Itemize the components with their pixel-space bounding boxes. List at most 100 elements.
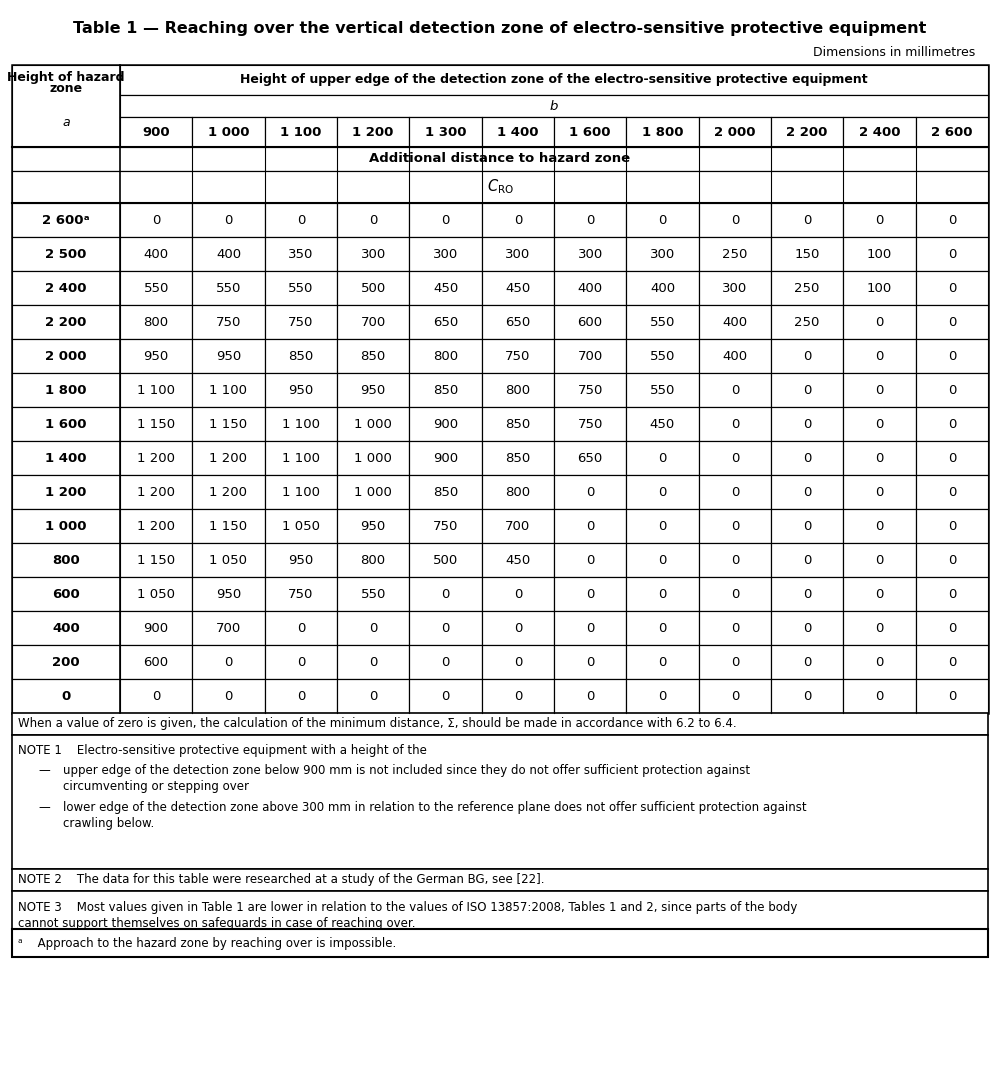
Text: 450: 450 <box>433 282 458 295</box>
Bar <box>12 305 120 339</box>
Text: 0: 0 <box>948 486 956 499</box>
Text: 0: 0 <box>369 656 377 669</box>
Text: 0: 0 <box>948 656 956 669</box>
Text: 0: 0 <box>731 451 739 464</box>
Text: 1 000: 1 000 <box>45 519 87 532</box>
Text: 0: 0 <box>297 656 305 669</box>
Bar <box>120 339 192 373</box>
Text: 0: 0 <box>514 656 522 669</box>
Text: 1 050: 1 050 <box>137 588 175 600</box>
Text: 250: 250 <box>722 247 748 260</box>
Bar <box>409 611 482 645</box>
Text: 400: 400 <box>722 350 747 363</box>
Text: 0: 0 <box>514 621 522 634</box>
Text: 0: 0 <box>224 689 233 702</box>
Bar <box>337 577 409 611</box>
Bar <box>192 271 265 305</box>
Bar <box>192 407 265 441</box>
Text: 1 100: 1 100 <box>280 125 322 138</box>
Text: 550: 550 <box>650 383 675 396</box>
Text: 100: 100 <box>867 247 892 260</box>
Text: 600: 600 <box>578 315 603 328</box>
Bar <box>699 509 771 543</box>
Bar <box>699 543 771 577</box>
Text: 0: 0 <box>586 621 594 634</box>
Bar <box>192 475 265 509</box>
Bar <box>843 611 916 645</box>
Text: 500: 500 <box>433 553 458 567</box>
Bar <box>337 203 409 237</box>
Bar <box>409 645 482 679</box>
Text: 2 400: 2 400 <box>45 282 87 295</box>
Text: 350: 350 <box>288 247 314 260</box>
Bar <box>265 407 337 441</box>
Bar <box>843 373 916 407</box>
Text: 1 000: 1 000 <box>354 486 392 499</box>
Bar <box>626 117 699 147</box>
Bar <box>626 237 699 271</box>
Text: 750: 750 <box>433 519 458 532</box>
Text: crawling below.: crawling below. <box>63 816 154 829</box>
Text: 0: 0 <box>731 621 739 634</box>
Text: 400: 400 <box>52 621 80 634</box>
Bar <box>699 475 771 509</box>
Text: 0: 0 <box>875 214 884 227</box>
Bar <box>192 237 265 271</box>
Text: 300: 300 <box>722 282 747 295</box>
Text: 0: 0 <box>803 553 811 567</box>
Text: 0: 0 <box>658 588 667 600</box>
Bar <box>626 407 699 441</box>
Bar <box>843 203 916 237</box>
Text: 2 600ᵃ: 2 600ᵃ <box>42 214 90 227</box>
Bar <box>843 645 916 679</box>
Text: 1 000: 1 000 <box>354 418 392 431</box>
Text: 0: 0 <box>731 214 739 227</box>
Text: Additional distance to hazard zone: Additional distance to hazard zone <box>369 152 631 165</box>
Text: 0: 0 <box>731 418 739 431</box>
Text: 800: 800 <box>52 553 80 567</box>
Bar <box>192 679 265 713</box>
Text: 0: 0 <box>224 656 233 669</box>
Text: 0: 0 <box>731 689 739 702</box>
Bar <box>699 117 771 147</box>
Text: 0: 0 <box>875 451 884 464</box>
Bar <box>554 577 626 611</box>
Bar <box>192 203 265 237</box>
Bar <box>626 373 699 407</box>
Bar <box>409 373 482 407</box>
Text: 1 800: 1 800 <box>45 383 87 396</box>
Text: 0: 0 <box>875 656 884 669</box>
Text: 0: 0 <box>875 383 884 396</box>
Text: 0: 0 <box>731 519 739 532</box>
Bar <box>409 305 482 339</box>
Bar <box>12 929 988 957</box>
Bar <box>12 679 120 713</box>
Text: 0: 0 <box>948 451 956 464</box>
Text: 0: 0 <box>658 486 667 499</box>
Bar <box>409 203 482 237</box>
Text: circumventing or stepping over: circumventing or stepping over <box>63 780 249 793</box>
Text: 700: 700 <box>361 315 386 328</box>
Text: 950: 950 <box>288 553 313 567</box>
Bar <box>771 305 843 339</box>
Bar <box>843 407 916 441</box>
Text: 0: 0 <box>731 486 739 499</box>
Text: 0: 0 <box>803 689 811 702</box>
Text: 0: 0 <box>803 451 811 464</box>
Bar <box>916 543 988 577</box>
Text: 0: 0 <box>658 621 667 634</box>
Text: 0: 0 <box>948 418 956 431</box>
Text: 0: 0 <box>441 689 450 702</box>
Bar <box>699 679 771 713</box>
Bar <box>626 645 699 679</box>
Bar <box>337 611 409 645</box>
Text: 300: 300 <box>433 247 458 260</box>
Text: Height of hazard: Height of hazard <box>7 70 125 83</box>
Text: 1 100: 1 100 <box>282 418 320 431</box>
Bar <box>265 679 337 713</box>
Bar <box>843 679 916 713</box>
Bar <box>409 577 482 611</box>
Text: 0: 0 <box>369 214 377 227</box>
Text: 0: 0 <box>803 486 811 499</box>
Bar <box>265 339 337 373</box>
